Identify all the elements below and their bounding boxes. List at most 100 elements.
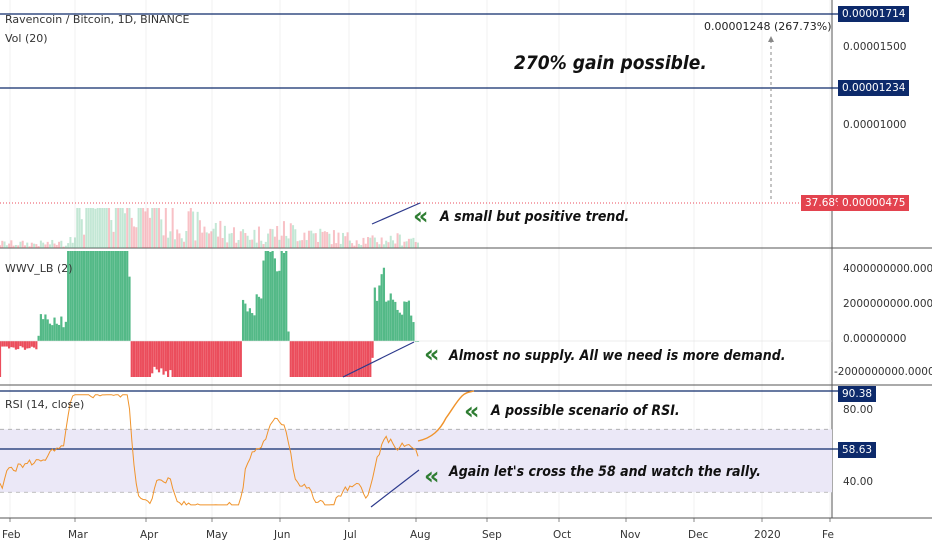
wwv-bar xyxy=(142,341,145,377)
volume-bar xyxy=(17,245,20,248)
wwv-bar xyxy=(280,251,283,341)
volume-bar xyxy=(260,240,263,248)
volume-bar xyxy=(335,243,338,248)
wwv-bar xyxy=(176,341,179,377)
volume-bar xyxy=(412,237,415,248)
wwv-bar xyxy=(148,341,152,377)
volume-bar xyxy=(196,211,199,248)
price-level-lines xyxy=(0,13,838,204)
volume-bar xyxy=(312,233,315,248)
volume-bar xyxy=(1,240,4,248)
volume-bar xyxy=(407,238,410,248)
volume-bar xyxy=(12,245,15,248)
wwv-bar xyxy=(26,341,29,349)
wwv-bar xyxy=(416,341,420,342)
wwv-bar xyxy=(380,274,383,341)
volume-bar xyxy=(128,208,131,248)
wwv-bar xyxy=(239,341,242,377)
wwv-bar xyxy=(310,341,313,377)
volume-bar xyxy=(282,221,285,248)
volume-bar xyxy=(353,245,356,248)
wwv-bar xyxy=(105,251,108,341)
volume-bar xyxy=(371,235,374,248)
wwv-bar xyxy=(400,314,404,341)
x-axis-tick: Mar xyxy=(68,529,88,541)
wwv-bar xyxy=(23,341,27,350)
volume-bar xyxy=(298,240,301,248)
wwv-bar xyxy=(135,341,138,377)
volume-bar xyxy=(158,208,161,248)
wwv-bar xyxy=(339,341,342,377)
wwv-bar xyxy=(228,341,231,377)
wwv-bar xyxy=(73,251,77,341)
volume-bar xyxy=(355,240,358,248)
rsi-band xyxy=(0,429,832,493)
wwv-bar xyxy=(1,341,4,347)
wwv-bar xyxy=(10,341,13,348)
volume-bar xyxy=(389,235,392,248)
volume-bar xyxy=(219,220,222,248)
volume-label[interactable]: Vol (20) xyxy=(5,32,48,45)
wwv-bar xyxy=(112,251,115,341)
volume-bar xyxy=(367,237,370,248)
wwv-bar xyxy=(162,341,165,375)
wwv-bar xyxy=(101,251,104,341)
volume-bar xyxy=(71,242,74,248)
volume-bar xyxy=(89,208,92,248)
volume-bar xyxy=(171,208,174,248)
x-axis-tick: Apr xyxy=(140,529,159,541)
wwv-bar xyxy=(323,341,326,377)
wwv-bar xyxy=(366,341,370,377)
wwv-bar xyxy=(78,251,81,341)
trendlines xyxy=(342,202,421,508)
volume-bar xyxy=(48,244,51,248)
wwv-bar xyxy=(205,341,208,377)
wwv-bar xyxy=(98,251,102,341)
rsi-label[interactable]: RSI (14, close) xyxy=(5,398,85,411)
wwv-label[interactable]: WWV_LB (2) xyxy=(5,262,73,275)
wwv-bar xyxy=(151,341,154,374)
wwv-bar xyxy=(178,341,181,377)
volume-bar xyxy=(321,231,324,248)
volume-bar xyxy=(253,229,256,248)
wwv-bar xyxy=(396,309,399,341)
wwv-bar xyxy=(226,341,229,377)
x-axis-tick: Feb xyxy=(2,529,21,541)
chevron-left-icon: « xyxy=(424,340,440,368)
volume-bar xyxy=(385,240,388,248)
wwv-bar xyxy=(337,341,340,377)
wwv-bar xyxy=(32,341,36,348)
volume-bar xyxy=(53,243,56,248)
wwv-bar xyxy=(35,341,38,350)
volume-bar xyxy=(246,235,249,248)
wwv-bar xyxy=(335,341,338,377)
price-tag-current: 0.00000475 xyxy=(838,195,910,211)
wwv-bar xyxy=(264,251,267,341)
volume-bar xyxy=(382,244,385,248)
wwv-bar xyxy=(157,341,161,373)
volume-bar xyxy=(387,242,390,248)
volume-bar xyxy=(205,232,208,248)
volume-bar xyxy=(185,231,188,248)
wwv-bar xyxy=(92,251,95,341)
volume-bar xyxy=(330,244,333,248)
wwv-bar xyxy=(316,341,320,377)
volume-bar xyxy=(94,208,97,248)
wwv-bar xyxy=(260,298,263,341)
volume-bar xyxy=(101,208,104,248)
volume-bar xyxy=(292,225,295,248)
wwv-bar xyxy=(232,341,236,377)
volume-bar xyxy=(103,208,106,248)
symbol-title[interactable]: Ravencoin / Bitcoin, 1D, BINANCE xyxy=(5,13,190,26)
wwv-bar xyxy=(289,341,292,377)
volume-bar xyxy=(117,208,120,248)
annotation-rsi-cross: Again let's cross the 58 and watch the r… xyxy=(449,464,761,480)
volume-bar xyxy=(380,237,383,248)
wwv-bar xyxy=(364,341,367,377)
wwv-bar xyxy=(298,341,301,377)
volume-bar xyxy=(289,223,292,248)
volume-bar xyxy=(3,241,6,248)
wwv-bar xyxy=(67,251,70,341)
wwv-bar xyxy=(326,341,329,377)
rsi-projection xyxy=(417,390,475,442)
